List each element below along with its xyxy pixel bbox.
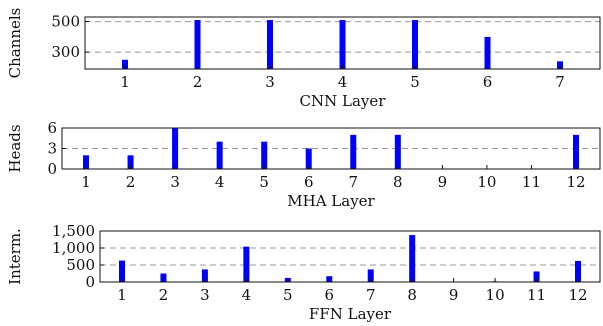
bar-mha-1 [83, 155, 89, 169]
bar-cnn-6 [484, 36, 491, 69]
xtick-label-mha-10: 10 [477, 173, 496, 191]
bar-cnn-5 [412, 20, 418, 69]
xtick-label-mha-8: 8 [393, 173, 403, 191]
xtick-label-cnn-3: 3 [265, 73, 275, 91]
xtick-label-ffn-6: 6 [324, 286, 334, 304]
xtick-label-mha-1: 1 [81, 173, 91, 191]
xtick-label-mha-12: 12 [566, 173, 585, 191]
bar-ffn-2 [160, 273, 167, 282]
xtick-label-mha-6: 6 [304, 173, 314, 191]
yaxis-label-ffn: Interm. [6, 228, 24, 285]
xtick-label-ffn-2: 2 [159, 286, 169, 304]
chart-cnn: 300 500 1 2 3 4 5 6 7 CNN Layer Channels [6, 8, 601, 110]
bar-mha-12 [573, 134, 579, 169]
ytick-label-mha-1: 3 [47, 140, 57, 158]
ytick-label-cnn-1: 500 [51, 13, 80, 31]
xtick-label-ffn-1: 1 [117, 286, 127, 304]
bar-mha-4 [216, 141, 223, 169]
xtick-label-cnn-5: 5 [410, 73, 420, 91]
bar-mha-7 [350, 134, 357, 169]
xtick-label-ffn-5: 5 [283, 286, 293, 304]
bar-cnn-3 [267, 20, 273, 69]
bar-cnn-4 [339, 20, 346, 69]
xtick-label-ffn-7: 7 [366, 286, 376, 304]
yaxis-label-cnn: Channels [6, 8, 24, 79]
xtick-label-ffn-8: 8 [407, 286, 417, 304]
xtick-label-mha-9: 9 [438, 173, 448, 191]
xtick-label-ffn-12: 12 [568, 286, 587, 304]
xtick-label-ffn-9: 9 [449, 286, 459, 304]
xtick-label-ffn-3: 3 [200, 286, 210, 304]
ytick-label-ffn-2: 1,000 [52, 239, 95, 257]
xaxis-label-mha: MHA Layer [287, 192, 375, 210]
xtick-label-mha-3: 3 [170, 173, 180, 191]
ytick-label-mha-0: 0 [47, 160, 57, 178]
bar-ffn-7 [367, 269, 374, 282]
bar-ffn-1 [119, 260, 125, 282]
xtick-label-mha-5: 5 [259, 173, 269, 191]
xtick-label-ffn-11: 11 [527, 286, 546, 304]
ytick-label-cnn-0: 300 [51, 43, 80, 61]
bar-mha-6 [305, 148, 312, 169]
xtick-label-cnn-6: 6 [483, 73, 493, 91]
bar-mha-5 [261, 141, 268, 169]
yaxis-label-mha: Heads [6, 124, 24, 172]
ytick-label-ffn-3: 1,500 [52, 222, 95, 240]
bar-mha-3 [172, 128, 179, 169]
xaxis-label-ffn: FFN Layer [309, 305, 392, 323]
xtick-label-cnn-2: 2 [193, 73, 203, 91]
xtick-label-cnn-7: 7 [555, 73, 565, 91]
ytick-label-mha-2: 6 [47, 119, 57, 137]
bar-ffn-3 [201, 269, 208, 282]
xtick-label-mha-7: 7 [348, 173, 358, 191]
xtick-label-mha-11: 11 [522, 173, 541, 191]
bar-mha-2 [127, 155, 134, 169]
bar-ffn-11 [533, 271, 540, 282]
xaxis-label-cnn: CNN Layer [300, 92, 387, 110]
plot-frame-ffn [99, 230, 601, 283]
xtick-label-mha-2: 2 [126, 173, 136, 191]
bar-cnn-2 [194, 20, 201, 69]
bar-ffn-8 [409, 235, 416, 282]
ytick-label-ffn-1: 500 [66, 256, 95, 274]
bar-mha-8 [394, 134, 401, 169]
xtick-label-cnn-4: 4 [338, 73, 348, 91]
xtick-label-ffn-4: 4 [242, 286, 252, 304]
ytick-label-ffn-0: 0 [85, 273, 95, 291]
xtick-label-ffn-10: 10 [486, 286, 505, 304]
bar-ffn-4 [243, 246, 250, 282]
xtick-label-mha-4: 4 [215, 173, 225, 191]
bar-cnn-1 [122, 59, 128, 69]
xtick-label-cnn-1: 1 [120, 73, 130, 91]
bar-ffn-12 [575, 260, 581, 282]
